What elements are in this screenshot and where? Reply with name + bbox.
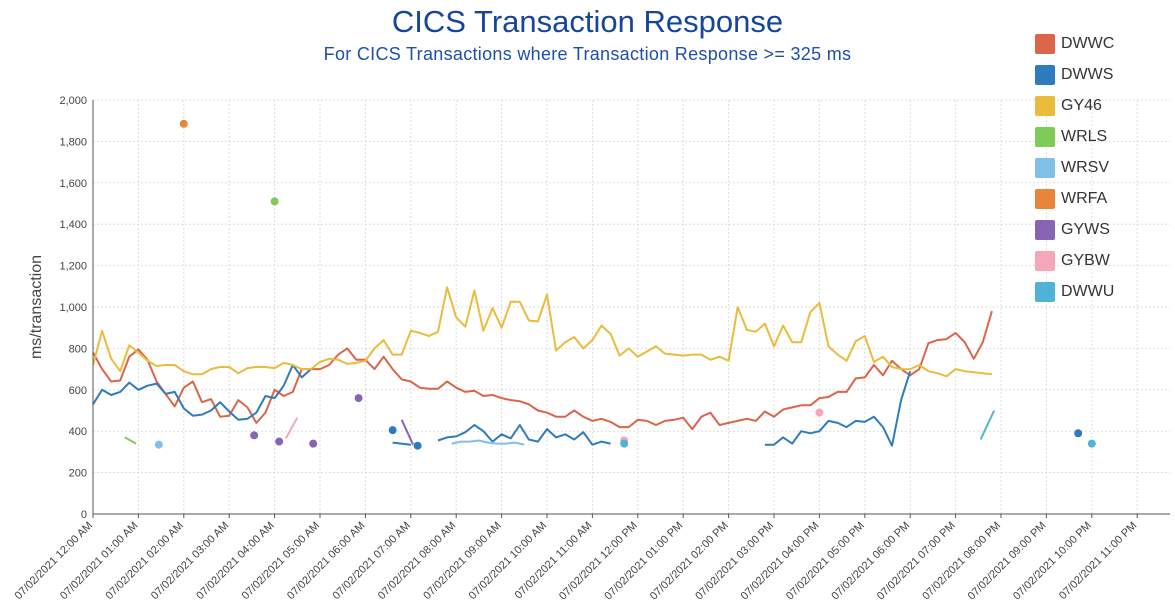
chart-subtitle: For CICS Transactions where Transaction … (323, 44, 852, 64)
y-tick-label: 0 (81, 509, 87, 521)
x-tick-label: 07/02/2021 11:00 PM (1057, 520, 1139, 602)
data-point-dwwu[interactable] (620, 439, 629, 448)
legend-label: GYWS (1061, 220, 1110, 238)
x-tick-label: 07/02/2021 10:00 AM (467, 520, 549, 602)
legend-item-dwwc[interactable]: DWWC (1035, 28, 1175, 59)
x-tick-label: 07/02/2021 09:00 PM (966, 520, 1049, 603)
y-tick-label: 400 (69, 426, 87, 438)
legend-item-wrls[interactable]: WRLS (1035, 121, 1175, 152)
data-point-wrls[interactable] (270, 197, 279, 206)
x-tick-label: 07/02/2021 04:00 PM (739, 520, 822, 603)
legend-item-dwwu[interactable]: DWWU (1035, 276, 1175, 307)
x-tick-label: 07/02/2021 08:00 AM (376, 520, 458, 602)
x-tick-label: 07/02/2021 01:00 PM (602, 520, 685, 603)
legend-swatch (1035, 219, 1055, 240)
legend-item-dwws[interactable]: DWWS (1035, 59, 1175, 90)
x-tick-label: 07/02/2021 03:00 AM (149, 520, 231, 602)
y-tick-label: 200 (69, 468, 87, 480)
series-line-dwwu (979, 410, 996, 440)
y-tick-label: 800 (69, 343, 87, 355)
data-point-gyws[interactable] (354, 394, 363, 403)
legend-swatch (1035, 64, 1055, 85)
data-point-gyws[interactable] (275, 437, 284, 446)
x-tick-label: 07/02/2021 08:00 PM (920, 520, 1003, 603)
series-lines (92, 286, 996, 447)
y-axis-label: ms/transaction (28, 255, 45, 359)
x-tick-label: 07/02/2021 05:00 PM (784, 520, 867, 603)
legend-item-gy46[interactable]: GY46 (1035, 90, 1175, 121)
data-point-gyws[interactable] (250, 431, 259, 440)
grid-lines (93, 99, 1170, 514)
legend-label: WRSV (1061, 158, 1109, 176)
x-tick-label: 07/02/2021 12:00 AM (13, 520, 95, 602)
series-line-dwws (392, 441, 411, 446)
y-axis: 0 200 400 600 800 1,000 1,200 1,400 1,600 1,800 2,… (59, 95, 87, 521)
x-tick-label: 07/02/2021 05:00 AM (240, 520, 322, 602)
data-point-wrfa[interactable] (179, 119, 188, 128)
x-tick-label: 07/02/2021 10:00 PM (1011, 520, 1094, 603)
data-point-dwws[interactable] (388, 426, 397, 435)
chart-legend: DWWC DWWS GY46 WRLS WRSV WRFA GYWS GYBW DWWU (1035, 28, 1175, 307)
legend-label: DWWS (1061, 65, 1114, 83)
legend-label: WRFA (1061, 189, 1108, 207)
x-tick-label: 07/02/2021 11:00 AM (513, 520, 595, 602)
data-point-gybw[interactable] (815, 408, 824, 417)
y-tick-label: 600 (69, 385, 87, 397)
legend-swatch (1035, 281, 1055, 302)
chart-title: CICS Transaction Response (391, 4, 784, 39)
legend-label: DWWC (1061, 34, 1115, 52)
series-points (154, 119, 1096, 450)
data-point-dwws[interactable] (413, 441, 422, 450)
series-line-wrls (124, 436, 137, 445)
legend-swatch (1035, 33, 1055, 54)
legend-label: WRLS (1061, 127, 1108, 145)
series-line-gyws (400, 419, 415, 446)
legend-item-wrfa[interactable]: WRFA (1035, 183, 1175, 214)
x-tick-label: 07/02/2021 06:00 AM (285, 520, 367, 602)
legend-item-wrsv[interactable]: WRSV (1035, 152, 1175, 183)
series-line-dwws (437, 424, 611, 446)
y-tick-label: 1,800 (59, 136, 87, 148)
legend-swatch (1035, 250, 1055, 271)
series-line-dwwc (92, 310, 993, 431)
data-point-wrsv[interactable] (154, 440, 163, 449)
series-line-gy46 (92, 286, 993, 378)
legend-swatch (1035, 188, 1055, 209)
legend-label: GY46 (1061, 96, 1102, 114)
y-tick-label: 1,000 (59, 302, 87, 314)
y-tick-label: 1,400 (59, 219, 87, 231)
x-tick-label: 07/02/2021 03:00 PM (693, 520, 776, 603)
data-point-dwwu[interactable] (1087, 439, 1096, 448)
legend-swatch (1035, 95, 1055, 116)
x-tick-label: 07/02/2021 02:00 AM (103, 520, 185, 602)
legend-label: GYBW (1061, 251, 1110, 269)
series-line-dwws (92, 364, 312, 421)
legend-swatch (1035, 157, 1055, 178)
y-tick-label: 1,200 (59, 261, 87, 273)
data-point-dwws[interactable] (1074, 429, 1083, 438)
x-tick-label: 07/02/2021 04:00 AM (194, 520, 276, 602)
legend-item-gybw[interactable]: GYBW (1035, 245, 1175, 276)
data-point-gyws[interactable] (309, 439, 318, 448)
series-line-dwws (764, 370, 912, 447)
series-line-gybw (285, 417, 299, 439)
x-tick-label: 07/02/2021 09:00 AM (421, 520, 503, 602)
x-tick-label: 07/02/2021 06:00 PM (829, 520, 912, 603)
x-tick-label: 07/02/2021 12:00 PM (557, 520, 640, 603)
x-tick-label: 07/02/2021 02:00 PM (648, 520, 731, 603)
legend-item-gyws[interactable]: GYWS (1035, 214, 1175, 245)
x-tick-label: 07/02/2021 07:00 PM (875, 520, 958, 603)
legend-swatch (1035, 126, 1055, 147)
legend-label: DWWU (1061, 282, 1115, 300)
y-tick-label: 1,600 (59, 178, 87, 190)
x-tick-label: 07/02/2021 07:00 AM (330, 520, 412, 602)
y-tick-label: 2,000 (59, 95, 87, 107)
x-tick-label: 07/02/2021 01:00 AM (58, 520, 140, 602)
series-line-wrsv (451, 439, 525, 446)
